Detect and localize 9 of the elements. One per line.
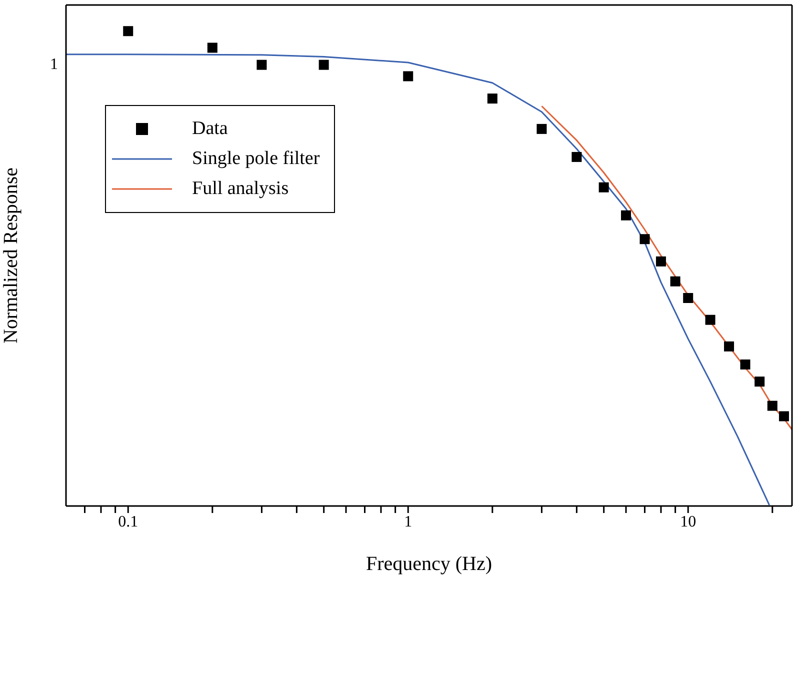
y-axis-title: Normalized Response xyxy=(0,167,22,344)
x-tick-label: 10 xyxy=(680,513,696,530)
legend-label: Full analysis xyxy=(192,178,289,200)
legend-label: Data xyxy=(192,118,228,140)
text: 1 xyxy=(50,56,58,74)
x-tick-label: 1 xyxy=(404,513,412,530)
x-tick-label: 0.1 xyxy=(118,513,138,530)
legend-label: Single pole filter xyxy=(192,148,320,170)
x-axis-title: Frequency (Hz) xyxy=(366,553,492,575)
